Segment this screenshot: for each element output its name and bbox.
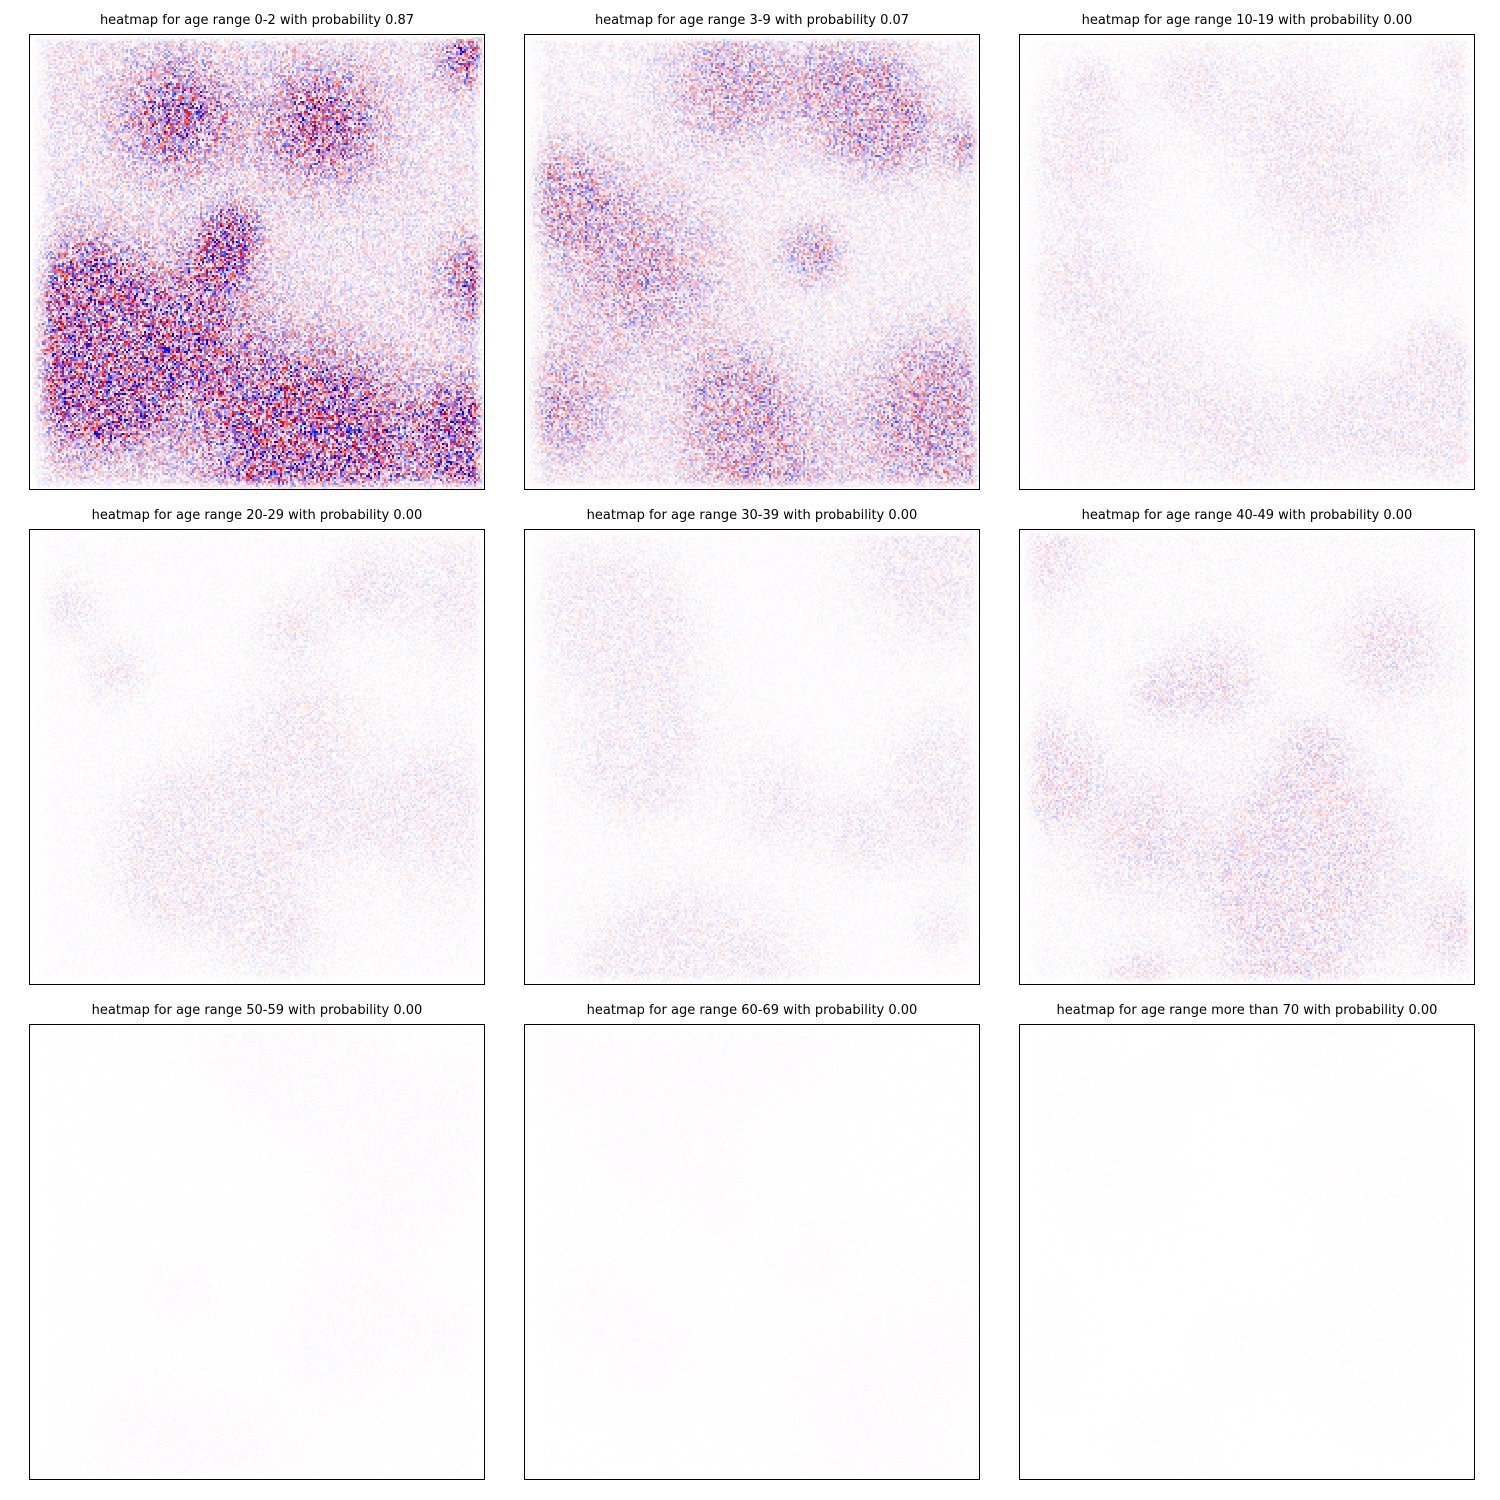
panel-title: heatmap for age range 50-59 with probabi… bbox=[91, 1003, 423, 1018]
heatmap-image bbox=[30, 530, 484, 984]
heatmap-image bbox=[30, 1025, 484, 1479]
heatmap-image bbox=[525, 1025, 979, 1479]
heatmap-axes bbox=[524, 1024, 980, 1480]
heatmap-image bbox=[1020, 35, 1474, 489]
panel-title: heatmap for age range 0-2 with probabili… bbox=[99, 13, 415, 28]
heatmap-image bbox=[525, 530, 979, 984]
heatmap-axes bbox=[1019, 529, 1475, 985]
panel-title: heatmap for age range more than 70 with … bbox=[1056, 1003, 1438, 1018]
panel-title: heatmap for age range 20-29 with probabi… bbox=[91, 508, 423, 523]
heatmap-axes bbox=[524, 529, 980, 985]
heatmap-axes bbox=[1019, 1024, 1475, 1480]
heatmap-image bbox=[1020, 530, 1474, 984]
heatmap-image bbox=[1020, 1025, 1474, 1479]
heatmap-axes bbox=[524, 34, 980, 490]
panel-title: heatmap for age range 3-9 with probabili… bbox=[594, 13, 910, 28]
heatmap-axes bbox=[29, 34, 485, 490]
heatmap-axes bbox=[29, 529, 485, 985]
panel-title: heatmap for age range 60-69 with probabi… bbox=[586, 1003, 918, 1018]
panel-title: heatmap for age range 40-49 with probabi… bbox=[1081, 508, 1413, 523]
heatmap-image bbox=[30, 35, 484, 489]
panel-title: heatmap for age range 30-39 with probabi… bbox=[586, 508, 918, 523]
panel-title: heatmap for age range 10-19 with probabi… bbox=[1081, 13, 1413, 28]
heatmap-axes bbox=[1019, 34, 1475, 490]
heatmap-image bbox=[525, 35, 979, 489]
heatmap-axes bbox=[29, 1024, 485, 1480]
